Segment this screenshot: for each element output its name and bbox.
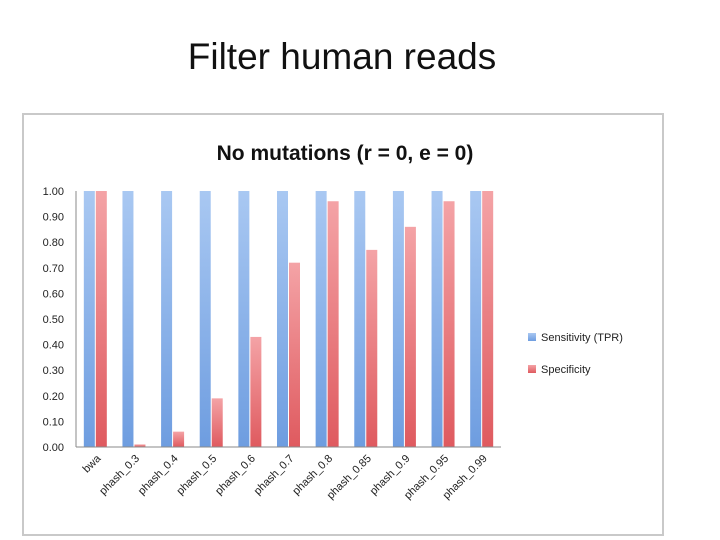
y-tick-label: 0.60	[43, 288, 64, 300]
bar-sensitivity	[354, 191, 366, 447]
bar-specificity	[250, 336, 262, 447]
bar-sensitivity	[161, 191, 173, 447]
legend-label: Specificity	[541, 364, 591, 376]
bar-sensitivity	[470, 191, 482, 447]
y-tick-label: 0.90	[43, 212, 64, 224]
bar-specificity	[366, 249, 378, 447]
legend-label: Sensitivity (TPR)	[541, 332, 623, 344]
bar-sensitivity	[238, 191, 250, 447]
bar-specificity	[327, 201, 339, 447]
bar-specificity	[211, 398, 223, 447]
y-tick-label: 0.80	[43, 237, 64, 249]
legend-swatch	[528, 365, 536, 373]
y-tick-label: 0.20	[43, 391, 64, 403]
x-tick-label: phash_0.4	[136, 453, 181, 498]
y-tick-label: 0.30	[43, 365, 64, 377]
bar-specificity	[95, 191, 107, 447]
y-tick-label: 0.50	[43, 314, 64, 326]
bar-sensitivity	[122, 191, 134, 447]
bar-sensitivity	[431, 191, 443, 447]
x-tick-label: phash_0.6	[213, 453, 258, 498]
legend-swatch	[528, 333, 536, 341]
x-tick-label: phash_0.7	[252, 453, 297, 498]
y-tick-label: 0.40	[43, 340, 64, 352]
bar-specificity	[289, 262, 300, 447]
y-tick-label: 1.00	[43, 186, 64, 198]
bar-sensitivity	[315, 191, 327, 447]
bar-sensitivity	[277, 191, 288, 447]
bar-specificity	[404, 226, 416, 447]
bar-sensitivity	[83, 191, 95, 447]
bar-specificity	[443, 201, 455, 447]
x-tick-label: phash_0.3	[97, 453, 142, 498]
y-tick-label: 0.70	[43, 263, 64, 275]
slide-title: Filter human reads	[187, 36, 497, 77]
bar-specificity	[134, 444, 146, 447]
bar-sensitivity	[199, 191, 211, 447]
x-tick-label: phash_0.5	[175, 453, 220, 498]
x-tick-label: bwa	[81, 452, 104, 475]
chart-title: No mutations (r = 0, e = 0)	[217, 142, 474, 165]
bar-specificity	[173, 431, 185, 447]
y-tick-label: 0.00	[43, 442, 64, 454]
bar-sensitivity	[392, 191, 404, 447]
bar-specificity	[482, 191, 494, 447]
y-tick-label: 0.10	[43, 416, 64, 428]
